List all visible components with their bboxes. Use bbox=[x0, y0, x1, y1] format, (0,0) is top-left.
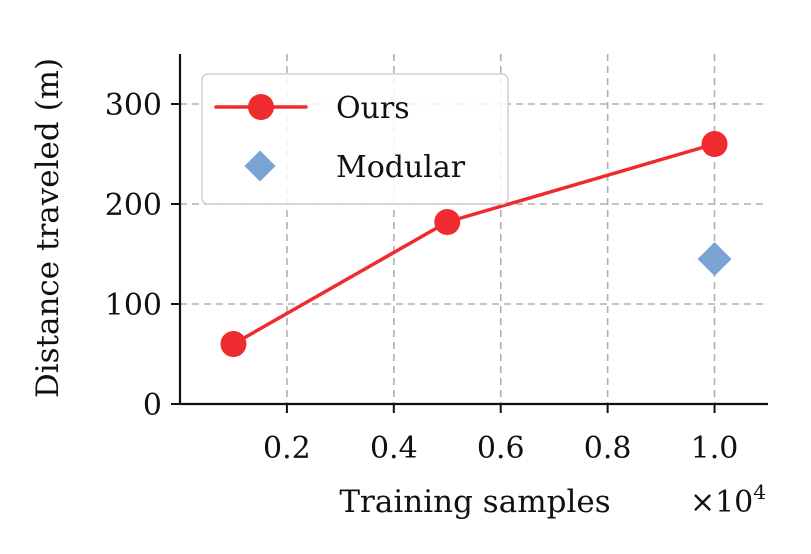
legend-ours-marker bbox=[248, 94, 274, 120]
x-axis-multiplier-base: ×10 bbox=[690, 485, 753, 520]
y-tick-label: 100 bbox=[105, 288, 162, 323]
x-tick-label: 0.4 bbox=[370, 431, 418, 466]
series-ours-point bbox=[434, 209, 461, 235]
series-modular-point bbox=[697, 242, 732, 276]
series-ours-point bbox=[220, 331, 247, 357]
x-tick-label: 1.0 bbox=[691, 431, 739, 466]
y-tick-label: 200 bbox=[105, 188, 162, 223]
x-tick-label: 0.6 bbox=[477, 431, 525, 466]
x-axis-label: Training samples bbox=[339, 484, 610, 520]
y-tick-label: 0 bbox=[143, 388, 162, 423]
plot-area bbox=[220, 131, 732, 357]
legend-ours-label: Ours bbox=[336, 91, 410, 126]
x-axis-multiplier: ×104 bbox=[690, 480, 766, 520]
axes bbox=[178, 54, 768, 406]
x-tick-label: 0.2 bbox=[263, 431, 311, 466]
series-ours-point bbox=[701, 131, 728, 157]
legend-modular-label: Modular bbox=[336, 150, 466, 185]
y-tick-label: 300 bbox=[105, 88, 162, 123]
x-tick-label: 0.8 bbox=[584, 431, 632, 466]
legend: Ours Modular bbox=[201, 73, 509, 205]
y-axis-label: Distance traveled (m) bbox=[30, 58, 66, 398]
legend-modular-marker bbox=[244, 150, 276, 182]
ticks: 0.2 0.4 0.6 0.8 1.0 0 100 200 300 bbox=[105, 88, 739, 466]
x-axis-multiplier-exponent: 4 bbox=[753, 480, 766, 504]
